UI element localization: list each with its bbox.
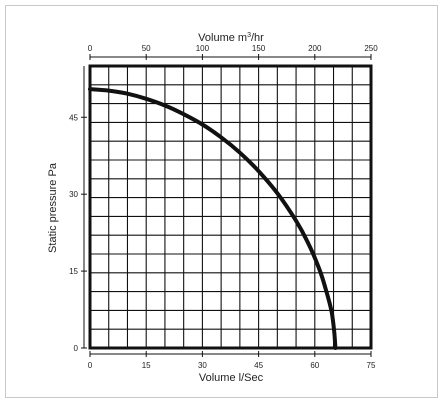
x-tick-label: 60 [310,361,319,370]
x-tick-label: 75 [367,361,376,370]
x-axis-title: Volume l/Sec [199,372,264,384]
y-tick-label: 45 [69,113,78,122]
grid [90,66,371,348]
y-tick-label: 15 [69,267,78,276]
y-tick-label: 30 [69,190,78,199]
performance-curve [88,87,338,350]
plot-border [88,64,373,350]
x-tick-label: 15 [142,361,151,370]
x2-tick-label: 200 [308,44,322,53]
x2-tick-label: 250 [364,44,378,53]
x2-tick-label: 100 [196,44,210,53]
series-group [88,87,338,350]
x-tick-label: 0 [88,361,93,370]
x-tick-label: 45 [254,361,263,370]
x-tick-label: 30 [198,361,207,370]
x2-tick-label: 0 [88,44,93,53]
axis-ticks [81,54,372,357]
y-tick-label: 0 [74,344,79,353]
x2-tick-label: 150 [252,44,266,53]
x2-axis-title: Volume m3/hr [198,32,264,44]
plot-area-border [88,64,373,350]
y-axis-title: Static pressure Pa [47,162,59,253]
x2-tick-label: 50 [142,44,151,53]
tick-labels: 0 15 30 45 60 75 0 50 100 150 200 250 0 15 30 45 [69,44,378,370]
